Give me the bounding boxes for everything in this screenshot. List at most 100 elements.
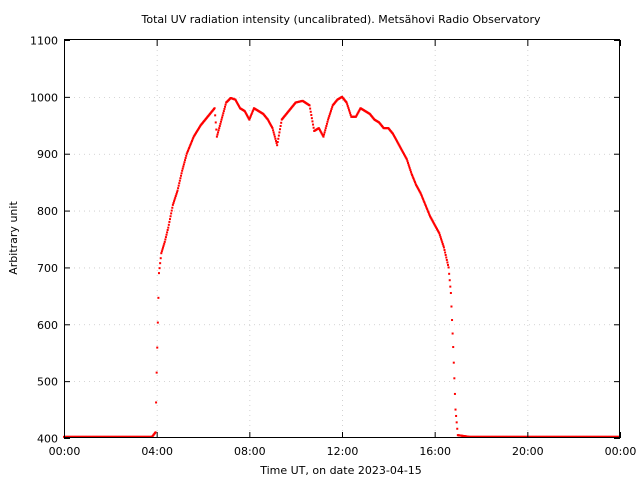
data-point xyxy=(456,427,459,430)
data-point xyxy=(251,110,254,113)
data-point xyxy=(358,109,361,112)
data-point xyxy=(223,107,226,110)
data-point xyxy=(217,129,220,132)
y-tick-label: 1000 xyxy=(30,91,58,104)
data-point xyxy=(176,189,179,192)
data-point xyxy=(269,122,272,125)
data-point xyxy=(186,149,189,152)
data-point xyxy=(446,261,449,264)
data-point xyxy=(357,110,360,113)
data-point xyxy=(178,182,181,185)
data-point xyxy=(429,215,432,218)
data-point xyxy=(317,127,320,130)
data-point xyxy=(449,285,452,288)
data-point xyxy=(394,137,397,140)
data-point xyxy=(448,272,451,275)
data-point xyxy=(165,233,168,236)
data-point xyxy=(168,220,171,223)
data-point xyxy=(442,244,445,247)
data-point xyxy=(432,221,435,224)
data-point xyxy=(236,102,239,105)
data-point xyxy=(219,122,222,125)
data-point xyxy=(345,101,348,104)
data-point xyxy=(445,258,448,261)
data-point xyxy=(182,165,185,168)
x-tick-label: 04:00 xyxy=(141,445,173,458)
data-point xyxy=(182,163,185,166)
data-point xyxy=(423,201,426,204)
data-point xyxy=(175,193,178,196)
data-point xyxy=(423,202,426,205)
data-point xyxy=(409,169,412,172)
data-point xyxy=(422,198,425,201)
data-point xyxy=(324,129,327,132)
data-point xyxy=(173,200,176,203)
data-point xyxy=(235,100,238,103)
data-point xyxy=(272,129,275,132)
data-point xyxy=(392,133,395,136)
x-axis-label: Time UT, on date 2023-04-15 xyxy=(259,464,422,477)
data-point xyxy=(349,112,352,115)
x-tick-label: 16:00 xyxy=(419,445,451,458)
data-point xyxy=(321,133,324,136)
data-point xyxy=(356,113,359,116)
data-point xyxy=(433,222,436,225)
data-point xyxy=(169,215,172,218)
data-point xyxy=(273,135,276,138)
data-point xyxy=(416,187,419,190)
data-point xyxy=(426,209,429,212)
data-point xyxy=(179,177,182,180)
data-point xyxy=(276,144,279,147)
data-point xyxy=(413,181,416,184)
data-point xyxy=(181,167,184,170)
data-point xyxy=(222,112,225,115)
data-point xyxy=(162,244,165,247)
data-point xyxy=(411,175,414,178)
x-tick-label: 00:00 xyxy=(49,445,81,458)
data-point xyxy=(396,141,399,144)
data-point xyxy=(455,414,458,417)
data-point xyxy=(440,239,443,242)
data-point xyxy=(171,206,174,209)
data-point xyxy=(214,121,217,124)
data-point xyxy=(404,155,407,158)
data-point xyxy=(416,186,419,189)
data-point xyxy=(280,121,283,124)
data-point xyxy=(220,118,223,121)
data-point xyxy=(415,183,418,186)
data-point xyxy=(419,191,422,194)
data-point xyxy=(431,219,434,222)
data-point xyxy=(217,131,220,134)
data-point xyxy=(444,251,447,254)
data-point xyxy=(178,179,181,182)
data-point xyxy=(235,99,238,102)
data-point xyxy=(174,196,177,199)
data-point xyxy=(189,142,192,145)
data-point xyxy=(155,401,158,404)
data-point xyxy=(279,124,282,127)
x-tick-label: 20:00 xyxy=(512,445,544,458)
data-point xyxy=(320,132,323,135)
data-point xyxy=(346,105,349,108)
data-point xyxy=(439,235,442,238)
data-point xyxy=(436,229,439,232)
data-point xyxy=(435,226,438,229)
data-point xyxy=(252,108,255,111)
data-point xyxy=(170,212,173,215)
data-point xyxy=(215,135,218,138)
axis-ticks: 00:00 04:00 08:00 12:00 16:00 20:00 00:0040050… xyxy=(30,35,636,459)
data-point xyxy=(403,154,406,157)
data-point xyxy=(155,371,158,374)
data-point xyxy=(272,131,275,134)
data-point xyxy=(156,346,159,349)
data-point xyxy=(430,217,433,220)
data-point xyxy=(184,159,187,162)
data-point xyxy=(274,137,277,140)
y-tick-label: 500 xyxy=(37,376,58,389)
data-point xyxy=(167,226,170,229)
data-point xyxy=(424,205,427,208)
data-point xyxy=(451,332,454,335)
data-point xyxy=(446,263,449,266)
data-point xyxy=(393,136,396,139)
